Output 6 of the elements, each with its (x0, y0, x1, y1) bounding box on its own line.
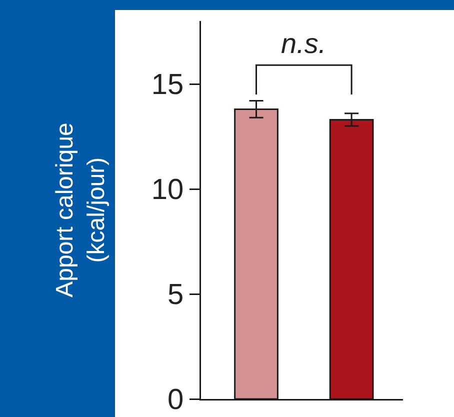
y-tick-label: 10 (151, 174, 184, 206)
y-tick-label: 5 (168, 279, 184, 312)
y-tick-label: 15 (151, 69, 184, 102)
y-tick-label: 0 (168, 384, 184, 416)
annotation: n.s. (281, 28, 326, 59)
y-axis-title: Apport calorique (kcal/jour) (52, 122, 110, 298)
